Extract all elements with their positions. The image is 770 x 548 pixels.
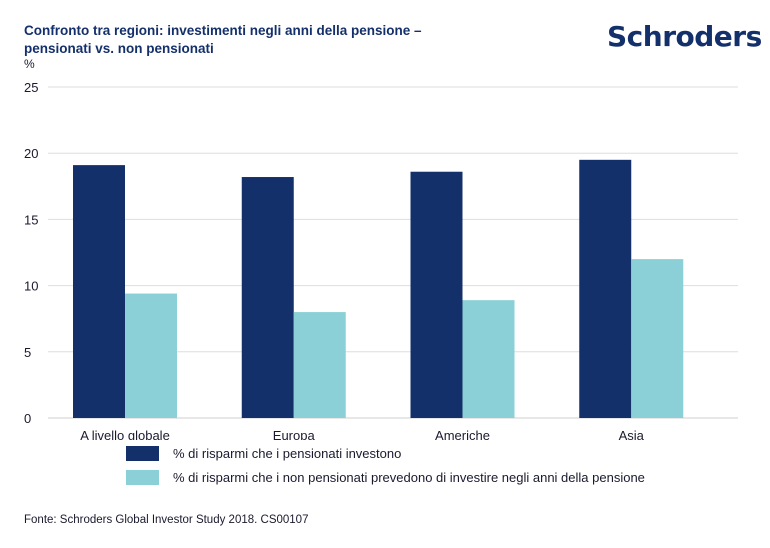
legend: % di risparmi che i pensionati investono… bbox=[126, 442, 645, 490]
chart-title: Confronto tra regioni: investimenti negl… bbox=[24, 23, 422, 56]
bar-chart: 0 5 10 15 20 25 A livello globale Europa Americh… bbox=[24, 80, 738, 440]
bar-pensionati-3 bbox=[579, 159, 632, 418]
bar-non-pensionati-3 bbox=[631, 259, 684, 418]
bar-non-pensionati-1 bbox=[293, 312, 346, 418]
x-tick-label: Americhe bbox=[435, 428, 490, 440]
bar-pensionati-0 bbox=[73, 165, 125, 418]
legend-item-non-pensionati: % di risparmi che i non pensionati preve… bbox=[126, 466, 645, 488]
legend-swatch-non-pensionati bbox=[126, 469, 159, 485]
y-tick-label: 0 bbox=[24, 411, 31, 426]
y-tick-label: 25 bbox=[24, 80, 38, 95]
y-tick-label: 5 bbox=[24, 345, 31, 360]
legend-swatch-pensionati bbox=[126, 445, 159, 461]
y-tick-label: 10 bbox=[24, 279, 38, 294]
y-axis-unit-label: % bbox=[24, 57, 35, 71]
schroders-logo: Schroders bbox=[607, 20, 762, 53]
legend-item-pensionati: % di risparmi che i pensionati investono bbox=[126, 442, 645, 464]
bar-pensionati-1 bbox=[241, 177, 294, 418]
x-tick-label: A livello globale bbox=[80, 428, 170, 440]
y-tick-label: 15 bbox=[24, 212, 38, 227]
y-tick-label: 20 bbox=[24, 146, 38, 161]
bar-non-pensionati-0 bbox=[125, 293, 177, 418]
bar-non-pensionati-2 bbox=[462, 300, 515, 418]
source-note: Fonte: Schroders Global Investor Study 2… bbox=[24, 514, 309, 526]
x-tick-label: Europa bbox=[273, 428, 316, 440]
labels-layer: 0 5 10 15 20 25 A livello globale Europa Americh… bbox=[24, 80, 645, 440]
legend-label-non-pensionati: % di risparmi che i non pensionati preve… bbox=[173, 469, 645, 485]
legend-label-pensionati: % di risparmi che i pensionati investono bbox=[173, 445, 402, 461]
bar-pensionati-2 bbox=[410, 171, 463, 418]
x-tick-label: Asia bbox=[619, 428, 645, 440]
bars-layer bbox=[73, 159, 684, 418]
